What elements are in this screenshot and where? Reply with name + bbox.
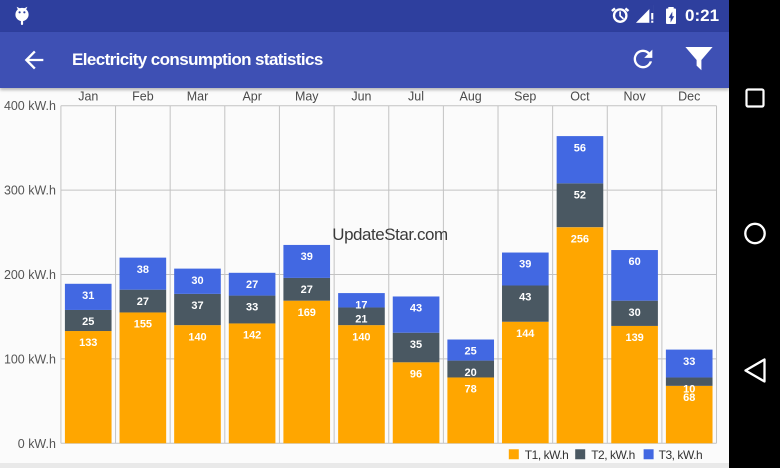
svg-text:May: May xyxy=(295,90,319,104)
svg-text:52: 52 xyxy=(574,190,586,202)
svg-text:39: 39 xyxy=(519,259,531,271)
svg-text:T3, kW.h: T3, kW.h xyxy=(659,448,703,462)
svg-text:37: 37 xyxy=(191,300,203,312)
svg-text:256: 256 xyxy=(571,233,589,245)
svg-text:140: 140 xyxy=(188,331,206,343)
svg-text:56: 56 xyxy=(574,142,586,154)
svg-text:0 kW.h: 0 kW.h xyxy=(18,437,56,451)
svg-text:Mar: Mar xyxy=(187,90,208,104)
svg-text:39: 39 xyxy=(301,251,313,263)
svg-text:38: 38 xyxy=(137,264,149,276)
svg-text:Feb: Feb xyxy=(132,90,154,104)
svg-text:169: 169 xyxy=(298,307,316,319)
svg-text:25: 25 xyxy=(465,346,477,358)
svg-text:Aug: Aug xyxy=(460,90,482,104)
svg-text:33: 33 xyxy=(683,356,695,368)
svg-text:T2, kW.h: T2, kW.h xyxy=(591,448,635,462)
svg-text:133: 133 xyxy=(79,337,97,349)
svg-text:27: 27 xyxy=(137,296,149,308)
svg-text:27: 27 xyxy=(246,279,258,291)
svg-text:Dec: Dec xyxy=(678,90,700,104)
svg-text:17: 17 xyxy=(355,299,367,311)
svg-text:Oct: Oct xyxy=(570,90,590,104)
svg-text:43: 43 xyxy=(410,303,422,315)
svg-text:96: 96 xyxy=(410,368,422,380)
svg-text:Nov: Nov xyxy=(624,90,647,104)
svg-text:400 kW.h: 400 kW.h xyxy=(4,99,56,113)
svg-text:UpdateStar.com: UpdateStar.com xyxy=(332,225,448,244)
svg-text:T1, kW.h: T1, kW.h xyxy=(525,448,569,462)
svg-text:Apr: Apr xyxy=(242,90,261,104)
svg-text:Jan: Jan xyxy=(78,90,98,104)
svg-text:10: 10 xyxy=(683,384,695,396)
svg-text:30: 30 xyxy=(629,307,641,319)
svg-text:100 kW.h: 100 kW.h xyxy=(4,352,56,366)
svg-text:155: 155 xyxy=(134,319,152,331)
svg-text:25: 25 xyxy=(82,316,94,328)
svg-text:33: 33 xyxy=(246,302,258,314)
svg-text:21: 21 xyxy=(355,314,367,326)
svg-text:43: 43 xyxy=(519,292,531,304)
svg-text:31: 31 xyxy=(82,290,94,302)
svg-text:Jun: Jun xyxy=(351,90,371,104)
svg-text:20: 20 xyxy=(465,367,477,379)
svg-text:200 kW.h: 200 kW.h xyxy=(4,268,56,282)
svg-text:Jul: Jul xyxy=(408,90,424,104)
svg-text:35: 35 xyxy=(410,339,422,351)
svg-text:68: 68 xyxy=(683,392,695,404)
svg-text:60: 60 xyxy=(629,256,641,268)
svg-text:Sep: Sep xyxy=(514,90,536,104)
svg-text:27: 27 xyxy=(301,284,313,296)
svg-text:140: 140 xyxy=(352,331,370,343)
svg-text:144: 144 xyxy=(516,328,535,340)
svg-text:142: 142 xyxy=(243,330,261,342)
svg-text:30: 30 xyxy=(191,275,203,287)
svg-text:139: 139 xyxy=(625,332,643,344)
svg-text:300 kW.h: 300 kW.h xyxy=(4,184,56,198)
svg-text:78: 78 xyxy=(465,384,477,396)
